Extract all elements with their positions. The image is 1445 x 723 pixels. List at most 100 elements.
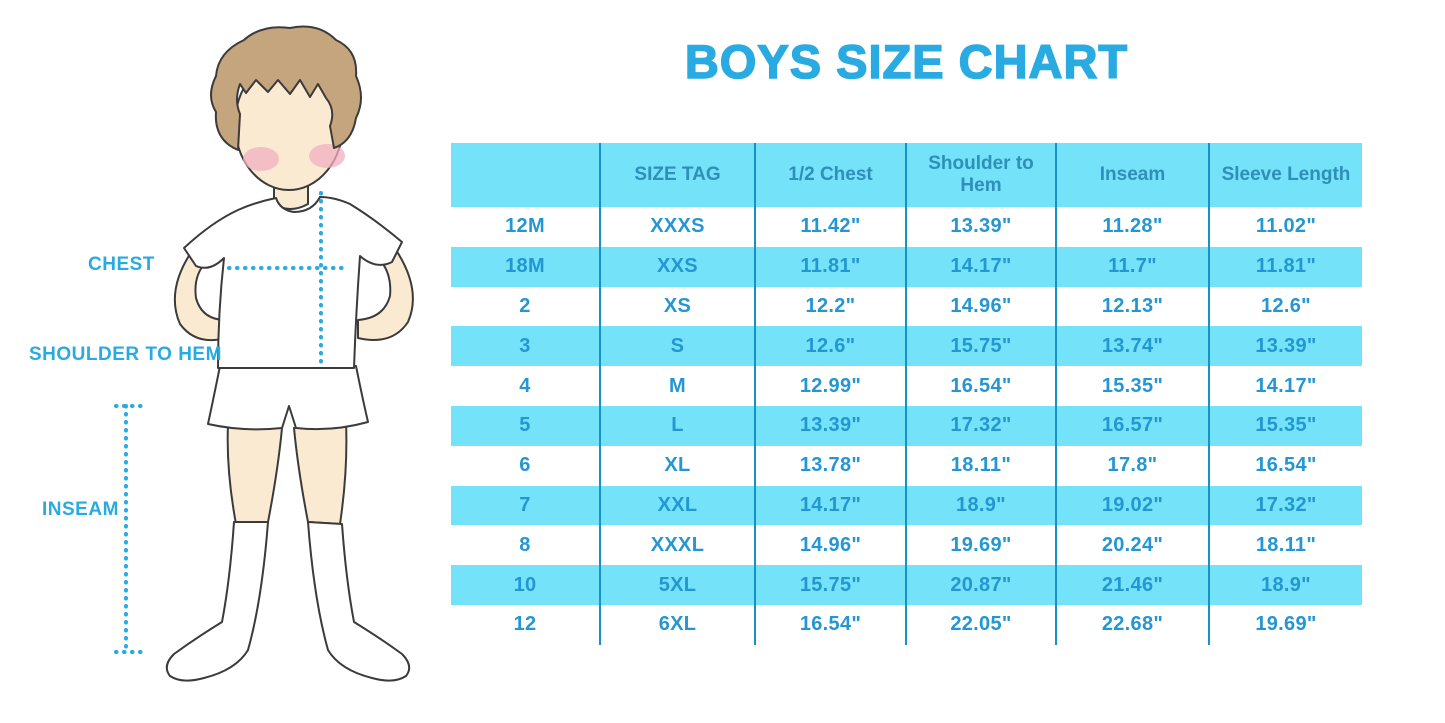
shoulder-to-hem-label: SHOULDER TO HEM [29, 344, 222, 365]
measurement-cell: 13.78" [755, 445, 907, 486]
measurement-cell: 12.99" [755, 366, 907, 406]
measurement-cell: S [600, 326, 756, 367]
table-row: 12M XXXS 11.42" 13.39" 11.28" 11.02" [451, 207, 1362, 247]
measurement-cell: 21.46" [1056, 565, 1210, 605]
size-cell: 18M [451, 246, 601, 287]
measurement-cell: 20.87" [906, 565, 1057, 605]
measurement-cell: 11.7" [1056, 246, 1210, 287]
measurement-cell: 17.8" [1056, 445, 1210, 486]
column-header: 1/2 Chest [755, 143, 907, 207]
measurement-cell: 19.02" [1056, 485, 1210, 526]
table-row: 7 XXL 14.17" 18.9" 19.02" 17.32" [451, 485, 1362, 526]
measurement-cell: 16.54" [1255, 454, 1317, 477]
column-header: Sleeve Length [1209, 143, 1362, 207]
boy-illustration: CHEST SHOULDER TO HEM INSEAM [0, 0, 445, 723]
measurement-cell: XXS [600, 246, 756, 287]
boy-hair [210, 25, 362, 151]
table-row: 4 M 12.99" 16.54" 15.35" 14.17" [451, 366, 1362, 406]
boy-cheek-left [243, 147, 279, 171]
size-cell: 8 [451, 525, 601, 566]
measurement-cell: 15.35" [1056, 366, 1210, 406]
measurement-cell: 18.11" [906, 445, 1057, 486]
table-row: 5 L 13.39" 17.32" 16.57" 15.35" [451, 405, 1362, 446]
size-cell: 5 [451, 405, 601, 446]
measurement-cell: 15.75" [755, 565, 907, 605]
size-cell: 6 [451, 445, 601, 486]
measurement-cell: 16.54" [755, 604, 907, 645]
column-header: Inseam [1056, 143, 1210, 207]
size-cell: 3 [451, 326, 601, 367]
boy-shirt [183, 196, 403, 369]
measurement-cell: 14.17" [755, 485, 907, 526]
column-header: SIZE TAG [600, 143, 756, 207]
table-row: 6 XL 13.78" 18.11" 17.8" 16.54" [451, 445, 1362, 486]
table-row: 10 5XL 15.75" 20.87" 21.46" 18.9" [451, 565, 1362, 605]
measurement-cell: 12.2" [755, 286, 907, 327]
measurement-cell: 22.68" [1056, 604, 1210, 645]
measurement-cell: 20.24" [1056, 525, 1210, 566]
measurement-cell: XXXS [600, 207, 756, 247]
measurement-cell: 11.81" [755, 246, 907, 287]
measurement-cell: 11.42" [755, 207, 907, 247]
measurement-cell: L [600, 405, 756, 446]
measurement-cell: 18.9" [1261, 573, 1311, 596]
measurement-cell: XS [600, 286, 756, 327]
table-row: 3 S 12.6" 15.75" 13.74" 13.39" [451, 326, 1362, 367]
inseam-label: INSEAM [42, 499, 119, 520]
boy-arm-right [357, 249, 414, 341]
table-body: 12M XXXS 11.42" 13.39" 11.28" 11.02" 18M XXS 11.… [451, 207, 1362, 645]
boy-sock-right [307, 521, 411, 682]
measurement-cell: 19.69" [1255, 613, 1317, 636]
measurement-cell: XXL [600, 485, 756, 526]
measurement-cell: 16.57" [1056, 405, 1210, 446]
measurement-cell: 5XL [600, 565, 756, 605]
measurement-cell: 12.13" [1056, 286, 1210, 327]
measurement-cell: 17.32" [1255, 493, 1317, 516]
measurement-cell: 11.28" [1056, 207, 1210, 247]
measurement-cell: XL [600, 445, 756, 486]
measurement-cell: 12.6" [755, 326, 907, 367]
size-cell: 2 [451, 286, 601, 327]
boy-shorts [207, 365, 369, 431]
measurement-cell: 11.02" [1255, 215, 1317, 238]
table-row: 2 XS 12.2" 14.96" 12.13" 12.6" [451, 286, 1362, 327]
measurement-cell: 14.17" [1255, 374, 1317, 397]
measurement-cell: 13.39" [755, 405, 907, 446]
size-cell: 7 [451, 485, 601, 526]
size-table: SIZE TAG 1/2 Chest Shoulder to Hem Inseam Sl… [451, 143, 1362, 645]
table-header-row: SIZE TAG 1/2 Chest Shoulder to Hem Inseam Sl… [451, 143, 1362, 207]
page-title: BOYS SIZE CHART [684, 34, 1129, 89]
boy-sock-left [165, 521, 269, 682]
measurement-cell: 13.39" [906, 207, 1057, 247]
measurement-cell: M [600, 366, 756, 406]
table-row: 8 XXXL 14.96" 19.69" 20.24" 18.11" [451, 525, 1362, 566]
boy-leg-left [226, 423, 283, 525]
measurement-cell: 22.05" [906, 604, 1057, 645]
size-cell: 10 [451, 565, 601, 605]
measurement-cell: 18.9" [906, 485, 1057, 526]
measurement-cell: 14.96" [755, 525, 907, 566]
measurement-cell: 15.35" [1255, 414, 1317, 437]
column-header [451, 143, 601, 207]
measurement-cell: 16.54" [906, 366, 1057, 406]
measurement-cell: 15.75" [906, 326, 1057, 367]
measurement-cell: 14.96" [906, 286, 1057, 327]
measurement-cell: 18.11" [1255, 533, 1317, 556]
measurement-cell: XXXL [600, 525, 756, 566]
measurement-cell: 12.6" [1261, 294, 1311, 317]
column-header: Shoulder to Hem [906, 143, 1057, 207]
table-row: 18M XXS 11.81" 14.17" 11.7" 11.81" [451, 246, 1362, 287]
measurement-cell: 13.74" [1056, 326, 1210, 367]
size-cell: 12 [451, 604, 601, 645]
measurement-cell: 6XL [600, 604, 756, 645]
size-cell: 4 [451, 366, 601, 406]
table-row: 12 6XL 16.54" 22.05" 22.68" 19.69" [451, 604, 1362, 645]
size-cell: 12M [451, 207, 601, 247]
boy-leg-right [293, 421, 348, 525]
chest-label: CHEST [88, 254, 155, 275]
measurement-cell: 11.81" [1255, 255, 1317, 278]
measurement-cell: 14.17" [906, 246, 1057, 287]
boy-cheek-right [309, 144, 345, 168]
boy-figure-svg: CHEST SHOULDER TO HEM INSEAM [29, 25, 414, 682]
